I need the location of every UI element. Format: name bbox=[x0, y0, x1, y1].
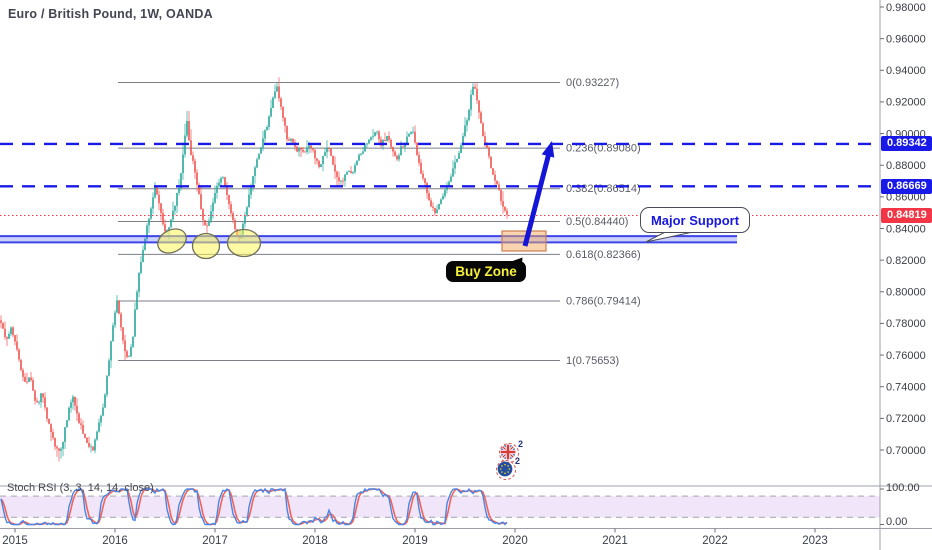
alert-price-tag[interactable]: 0.86669 bbox=[881, 178, 932, 194]
stoch-upper-scale: 100.00 bbox=[886, 482, 920, 494]
year-label[interactable]: 2021 bbox=[602, 535, 628, 547]
alert-price-tag[interactable]: 0.89342 bbox=[881, 136, 932, 152]
fib-level-label: 0(0.93227) bbox=[566, 77, 619, 89]
fib-level-label: 0.786(0.79414) bbox=[566, 296, 641, 308]
stoch-lower-scale: 0.00 bbox=[886, 516, 908, 528]
support-touch-ellipse[interactable] bbox=[226, 228, 262, 258]
eu-flag-icon bbox=[497, 461, 513, 477]
price-tick-label: 0.86000 bbox=[886, 192, 926, 204]
price-tick-label: 0.82000 bbox=[886, 255, 926, 267]
buy-zone-callout[interactable]: Buy Zone bbox=[446, 261, 526, 282]
year-label[interactable]: 2017 bbox=[202, 535, 228, 547]
candlestick-series bbox=[0, 77, 508, 462]
idea-count: 2 bbox=[517, 439, 523, 449]
stoch-rsi-indicator-label[interactable]: Stoch RSI (3, 3, 14, 14, close) bbox=[7, 482, 154, 494]
year-label[interactable]: 2020 bbox=[502, 535, 528, 547]
major-support-label: Major Support bbox=[650, 212, 740, 228]
fib-retracement[interactable]: 0(0.93227) 0.236(0.89080) 0.382(0.86514) 0.… bbox=[118, 77, 641, 367]
buy-arrow[interactable] bbox=[522, 152, 552, 247]
price-tick-label: 0.92000 bbox=[886, 97, 926, 109]
price-tick-label: 0.80000 bbox=[886, 287, 926, 299]
year-label[interactable]: 2022 bbox=[702, 535, 728, 547]
year-label[interactable]: 2019 bbox=[402, 535, 428, 547]
price-tick-label: 0.74000 bbox=[886, 382, 926, 394]
symbol-title[interactable]: Euro / British Pound, 1W, OANDA bbox=[8, 7, 213, 21]
price-tick-label: 0.78000 bbox=[886, 318, 926, 330]
fib-level-label: 0.382(0.86514) bbox=[566, 183, 641, 195]
year-label[interactable]: 2016 bbox=[102, 535, 128, 547]
stoch-d-line bbox=[0, 488, 508, 526]
year-label[interactable]: 2023 bbox=[802, 535, 828, 547]
fib-level-label: 0.5(0.84440) bbox=[566, 216, 628, 228]
price-tick-label: 0.88000 bbox=[886, 160, 926, 172]
support-touch-ellipse[interactable] bbox=[191, 232, 221, 260]
idea-count: 2 bbox=[514, 456, 520, 466]
uk-flag-icon bbox=[500, 444, 516, 460]
price-tick-label: 0.76000 bbox=[886, 350, 926, 362]
fib-level-label: 0.236(0.89080) bbox=[566, 143, 641, 155]
buy-arrow-head bbox=[541, 141, 555, 158]
price-tick-label: 0.72000 bbox=[886, 413, 926, 425]
badge-ring bbox=[496, 460, 516, 480]
last-price-tag: 0.84819 bbox=[881, 208, 932, 224]
gbp-ideas-badge[interactable]: 2 bbox=[499, 439, 523, 464]
eur-ideas-badge[interactable]: 2 bbox=[496, 456, 520, 481]
major-support-callout[interactable]: Major Support bbox=[640, 207, 750, 233]
price-tick-label: 0.96000 bbox=[886, 33, 926, 45]
fib-level-label: 0.618(0.82366) bbox=[566, 249, 641, 261]
price-tick-label: 0.70000 bbox=[886, 445, 926, 457]
buy-zone-label: Buy Zone bbox=[455, 264, 517, 279]
price-tick-label: 0.98000 bbox=[886, 2, 926, 14]
price-tick-label: 0.84000 bbox=[886, 223, 926, 235]
support-touch-ellipse[interactable] bbox=[154, 224, 191, 258]
stoch-k-line bbox=[0, 487, 508, 526]
year-label[interactable]: 2015 bbox=[2, 535, 28, 547]
price-tick-label: 0.94000 bbox=[886, 65, 926, 77]
year-label[interactable]: 2018 bbox=[302, 535, 328, 547]
support-band[interactable] bbox=[0, 236, 737, 243]
fib-level-label: 1(0.75653) bbox=[566, 355, 619, 367]
